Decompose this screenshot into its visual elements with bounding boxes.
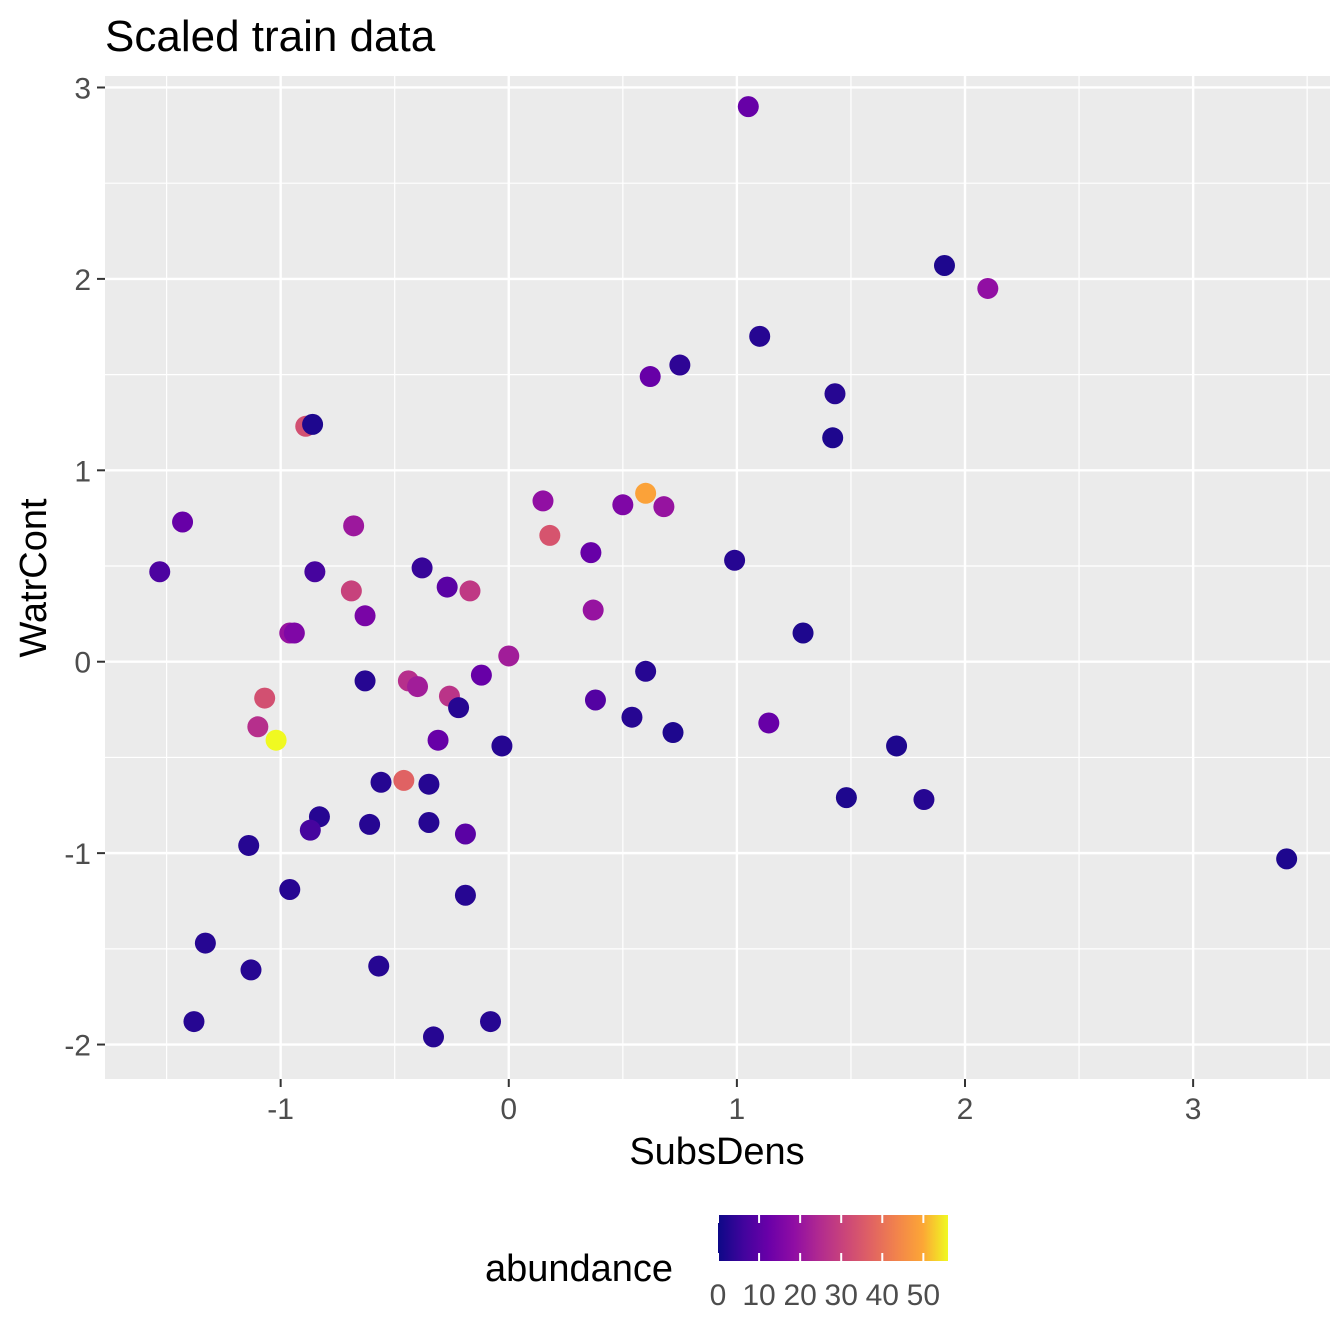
data-point [448, 697, 470, 719]
data-point [183, 1011, 205, 1033]
y-tick-label: 1 [74, 455, 91, 488]
data-point [354, 605, 376, 627]
data-point [304, 561, 326, 583]
data-point [238, 834, 260, 856]
colorbar-label: 50 [907, 1279, 940, 1312]
data-point [886, 735, 908, 757]
colorbar-label: 30 [825, 1279, 858, 1312]
data-points [149, 96, 1298, 1048]
colorbar-label: 0 [710, 1279, 727, 1312]
data-point [933, 254, 955, 276]
grid-lines [105, 76, 1330, 1079]
data-point [480, 1011, 502, 1033]
data-point [194, 932, 216, 954]
data-point [792, 622, 814, 644]
colorbar-ticks: 0 10 20 30 40 50 [710, 1215, 940, 1312]
y-tick-label: 0 [74, 647, 91, 680]
data-point [418, 812, 440, 834]
data-point [749, 325, 771, 347]
data-point [582, 599, 604, 621]
data-point [427, 729, 449, 751]
y-axis: -2 -1 0 1 2 3 [64, 72, 105, 1063]
data-point [340, 580, 362, 602]
data-point [584, 689, 606, 711]
data-point [758, 712, 780, 734]
plot-panel [105, 76, 1330, 1079]
data-point [580, 542, 602, 564]
y-tick-label: -2 [64, 1030, 91, 1063]
colorbar [718, 1215, 948, 1261]
data-point [822, 427, 844, 449]
data-point [265, 729, 287, 751]
colorbar-label: 10 [742, 1279, 775, 1312]
x-tick-label: 2 [957, 1093, 974, 1126]
data-point [532, 490, 554, 512]
data-point [498, 645, 520, 667]
x-tick-label: 1 [729, 1093, 746, 1126]
legend: abundance 0 10 20 30 40 50 [485, 1215, 948, 1312]
x-tick-label: -1 [267, 1093, 294, 1126]
data-point [172, 511, 194, 533]
x-tick-label: 0 [500, 1093, 517, 1126]
data-point [824, 383, 846, 405]
data-point [368, 955, 390, 977]
data-point [240, 959, 262, 981]
x-axis-title: SubsDens [629, 1131, 804, 1173]
data-point [635, 482, 657, 504]
data-point [612, 494, 634, 516]
y-tick-label: -1 [64, 838, 91, 871]
data-point [254, 687, 276, 709]
data-point [639, 366, 661, 388]
data-point [418, 773, 440, 795]
data-point [737, 96, 759, 118]
data-point [302, 413, 324, 435]
x-tick-label: 3 [1185, 1093, 1202, 1126]
y-tick-label: 2 [74, 264, 91, 297]
y-tick-label: 3 [74, 72, 91, 105]
data-point [724, 549, 746, 571]
colorbar-label: 20 [783, 1279, 816, 1312]
data-point [422, 1026, 444, 1048]
y-axis-title: WatrCont [13, 498, 55, 658]
data-point [370, 771, 392, 793]
data-point [247, 716, 269, 738]
data-point [539, 524, 561, 546]
data-point [459, 580, 481, 602]
legend-title: abundance [485, 1248, 673, 1290]
data-point [662, 722, 684, 744]
data-point [621, 706, 643, 728]
chart-title: Scaled train data [105, 12, 436, 61]
data-point [653, 496, 675, 518]
data-point [470, 664, 492, 686]
data-point [411, 557, 433, 579]
data-point [407, 676, 429, 698]
data-point [299, 819, 321, 841]
data-point [393, 769, 415, 791]
x-axis: -1 0 1 2 3 [267, 1079, 1201, 1126]
data-point [635, 660, 657, 682]
data-point [149, 561, 171, 583]
colorbar-label: 40 [866, 1279, 899, 1312]
data-point [354, 670, 376, 692]
data-point [279, 879, 301, 901]
data-point [977, 277, 999, 299]
data-point [359, 813, 381, 835]
data-point [283, 622, 305, 644]
data-point [913, 789, 935, 811]
data-point [835, 787, 857, 809]
data-point [454, 884, 476, 906]
data-point [1276, 848, 1298, 870]
data-point [343, 515, 365, 537]
data-point [491, 735, 513, 757]
data-point [669, 354, 691, 376]
data-point [436, 576, 458, 598]
data-point [454, 823, 476, 845]
